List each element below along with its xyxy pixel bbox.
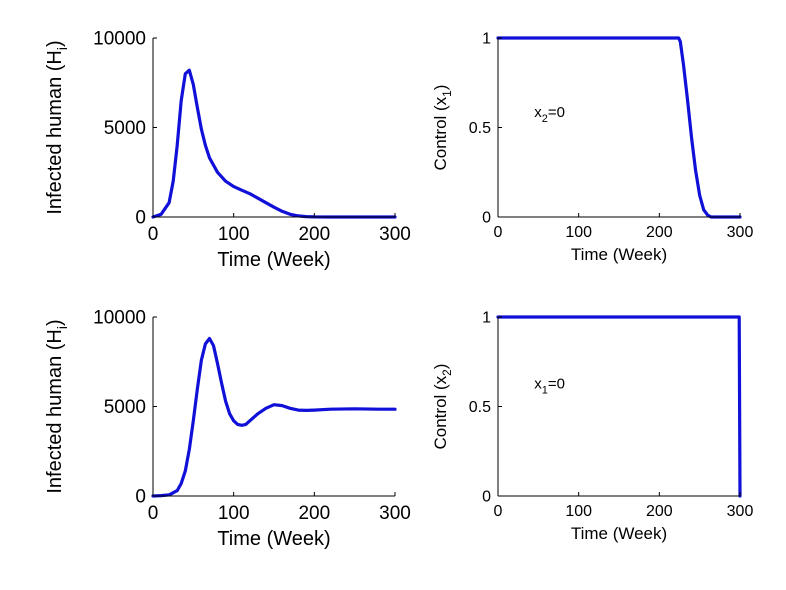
x-axis-label: Time (Week) <box>217 528 330 550</box>
y-axis-label: Infected human (Hi) <box>44 40 70 214</box>
series-line-1 <box>496 315 742 498</box>
y-tick-label: 1 <box>482 310 491 327</box>
x-tick-label: 100 <box>218 503 250 524</box>
subplot-infected-control-x1: 0 100 200 300 0 5000 10000 Time (Week) Infected … <box>44 29 411 271</box>
y-tick-label: 10000 <box>93 308 146 329</box>
annotation-label: x2=0 <box>534 104 565 125</box>
x-tick-label: 200 <box>298 503 330 524</box>
x-axis-label: Time (Week) <box>217 249 330 271</box>
y-tick-label: 0.5 <box>469 399 491 416</box>
subplot-infected-control-x2: 0 100 200 300 0 5000 10000 Time (Week) Infected … <box>44 308 411 550</box>
x-tick-label: 100 <box>218 224 250 245</box>
series-line-1 <box>496 36 742 219</box>
x-tick-label: 0 <box>494 503 503 520</box>
y-tick-label: 0 <box>135 487 146 508</box>
x-tick-label: 200 <box>646 224 673 241</box>
y-tick-label: 1 <box>482 31 491 48</box>
x-tick-label: 300 <box>379 503 411 524</box>
y-axis-label: Control (x2) <box>431 364 454 450</box>
series-line-1 <box>151 336 397 498</box>
x-tick-label: 300 <box>379 224 411 245</box>
x-tick-label: 200 <box>646 503 673 520</box>
y-tick-label: 0 <box>135 208 146 229</box>
x-axis-label: Time (Week) <box>571 245 667 264</box>
annotation-label: x1=0 <box>534 376 565 397</box>
subplot-control-x1: 0 100 200 300 0 0.5 1 Time (Week) Control (x1) x2… <box>431 31 753 264</box>
subplot-control-x2: 0 100 200 300 0 0.5 1 Time (Week) Control (x2) x1… <box>431 310 753 543</box>
x-tick-label: 300 <box>727 503 754 520</box>
y-tick-label: 0 <box>482 489 491 506</box>
series-line-1 <box>151 68 397 219</box>
y-tick-label: 0.5 <box>469 120 491 137</box>
x-tick-label: 0 <box>148 224 159 245</box>
x-tick-label: 100 <box>565 224 592 241</box>
y-tick-label: 0 <box>482 210 491 227</box>
y-axis-label: Infected human (Hi) <box>44 319 70 493</box>
x-tick-label: 0 <box>494 224 503 241</box>
y-tick-label: 5000 <box>104 397 146 418</box>
y-tick-label: 10000 <box>93 29 146 50</box>
x-tick-label: 100 <box>565 503 592 520</box>
x-tick-label: 300 <box>727 224 754 241</box>
x-axis-label: Time (Week) <box>571 524 667 543</box>
x-tick-label: 0 <box>148 503 159 524</box>
y-tick-label: 5000 <box>104 118 146 139</box>
x-tick-label: 200 <box>298 224 330 245</box>
y-axis-label: Control (x1) <box>431 85 454 171</box>
